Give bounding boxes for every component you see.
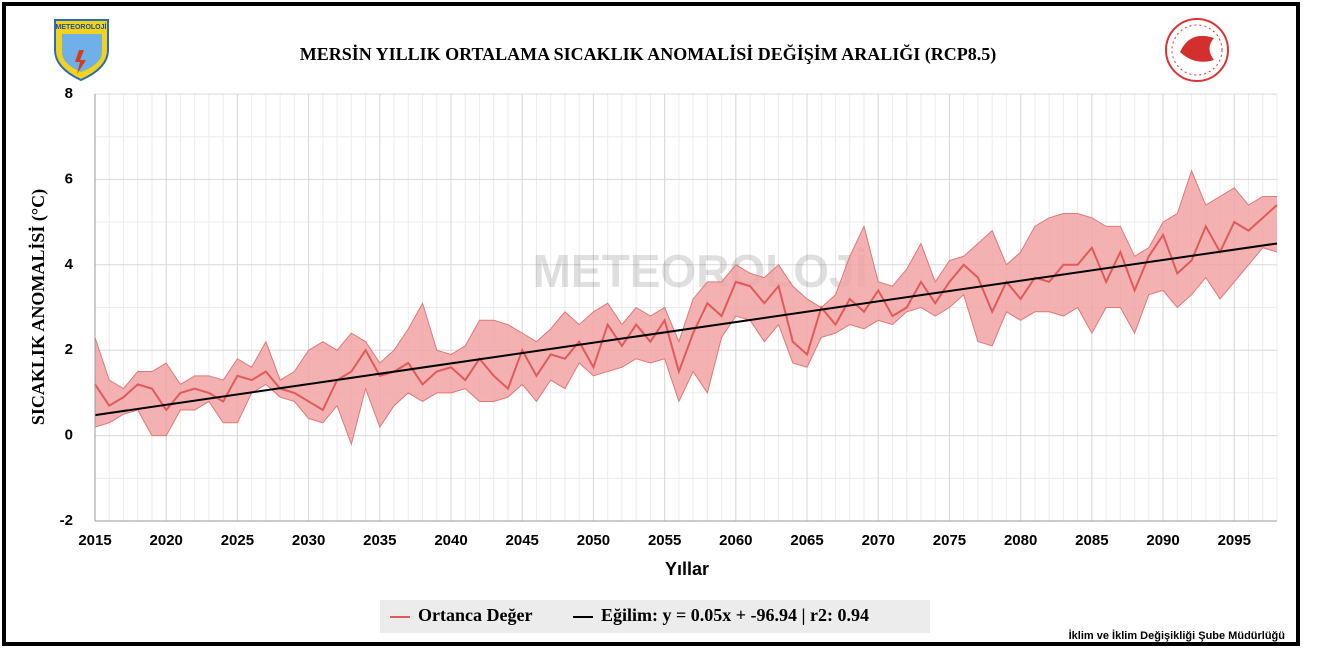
y-tick-label: 8 <box>65 85 73 102</box>
right-logo <box>1165 18 1229 82</box>
x-tick-label: 2085 <box>1075 532 1108 549</box>
x-tick-label: 2075 <box>933 532 966 549</box>
x-tick-label: 2080 <box>1004 532 1037 549</box>
x-tick-label: 2055 <box>648 532 681 549</box>
y-tick-label: 4 <box>65 256 74 273</box>
x-tick-label: 2090 <box>1146 532 1179 549</box>
x-tick-label: 2070 <box>862 532 895 549</box>
trend-line <box>94 242 1278 417</box>
x-tick-label: 2095 <box>1218 532 1251 549</box>
x-tick-label: 2040 <box>434 532 467 549</box>
x-axis-title: Yıllar <box>665 559 709 579</box>
legend <box>380 600 930 633</box>
x-tick-label: 2030 <box>292 532 325 549</box>
x-tick-label: 2020 <box>150 532 183 549</box>
legend-label: Ortanca Değer <box>418 605 532 625</box>
range-area <box>95 170 1277 445</box>
y-tick-label: 0 <box>65 427 73 444</box>
x-tick-label: 2045 <box>506 532 539 549</box>
x-tick-label: 2035 <box>363 532 396 549</box>
x-tick-label: 2050 <box>577 532 610 549</box>
x-tick-label: 2060 <box>719 532 752 549</box>
range-high <box>94 169 1277 390</box>
x-tick-label: 2025 <box>221 532 254 549</box>
range-low <box>94 247 1278 446</box>
watermark: METEOROLOJİ <box>533 245 868 297</box>
footer: İklim ve İklim Değişikliği Şube Müdürlüğ… <box>1069 629 1285 642</box>
y-axis-title: SICAKLIK ANOMALİSİ (°C) <box>28 189 49 425</box>
y-tick-label: 2 <box>65 341 73 358</box>
legend-label: Eğilim: y = 0.05x + -96.94 | r2: 0.94 <box>601 605 869 625</box>
x-tick-label: 2065 <box>790 532 823 549</box>
x-tick-label: 2015 <box>78 532 111 549</box>
median-line <box>94 204 1278 412</box>
left-logo: METEOROLOJİ <box>54 19 109 82</box>
chart-title: MERSİN YILLIK ORTALAMA SICAKLIK ANOMALİS… <box>300 43 996 65</box>
y-tick-label: 6 <box>65 170 73 187</box>
y-tick-label: -2 <box>60 512 73 529</box>
logo-text: METEOROLOJİ <box>56 23 107 31</box>
